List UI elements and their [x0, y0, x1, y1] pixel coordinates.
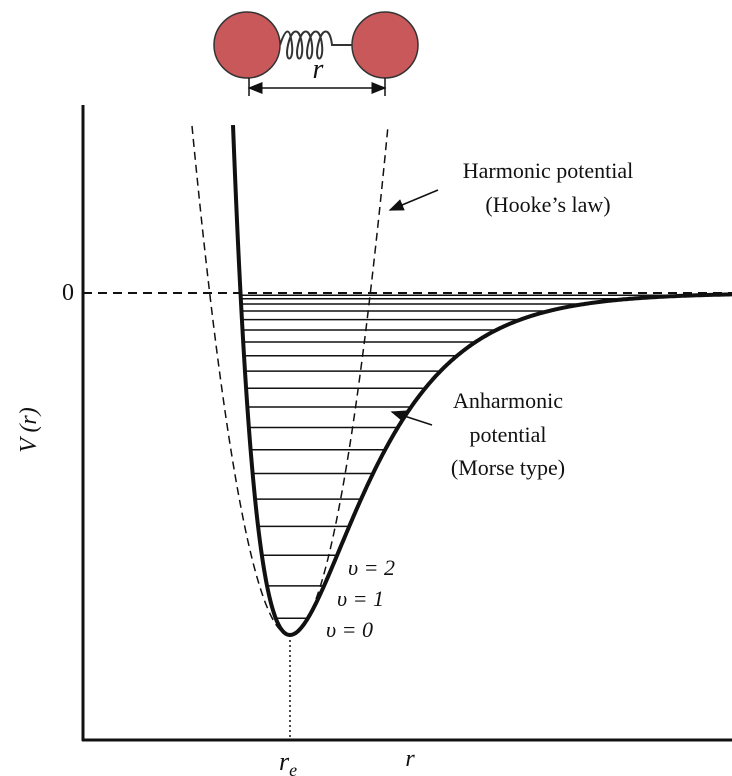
y-axis-label: V (r): [16, 407, 42, 453]
morse-curve: [231, 125, 732, 638]
level-label: υ = 2: [348, 555, 395, 580]
anharmonic-label: potential: [470, 422, 547, 447]
harmonic-label: Harmonic potential: [463, 158, 633, 183]
x-axis-label: r: [405, 746, 415, 772]
re-subscript: e: [289, 760, 297, 776]
re-label: re: [279, 747, 297, 776]
harmonic-label: (Hooke’s law): [485, 192, 610, 217]
level-label: υ = 1: [337, 586, 384, 611]
spring: [279, 30, 355, 60]
anharmonic-arrow: [390, 410, 433, 426]
anharmonic-label: Anharmonic: [453, 388, 563, 413]
anharmonic-label: (Morse type): [451, 455, 565, 480]
molecule: r: [213, 11, 419, 96]
harmonic-arrow: [388, 189, 439, 211]
distance-label: r: [313, 54, 324, 85]
atom: [213, 11, 281, 79]
level-label: υ = 0: [326, 617, 373, 642]
zero-label: 0: [62, 280, 74, 306]
re-main: r: [279, 747, 290, 776]
atom: [351, 11, 419, 79]
curves: [191, 125, 732, 638]
